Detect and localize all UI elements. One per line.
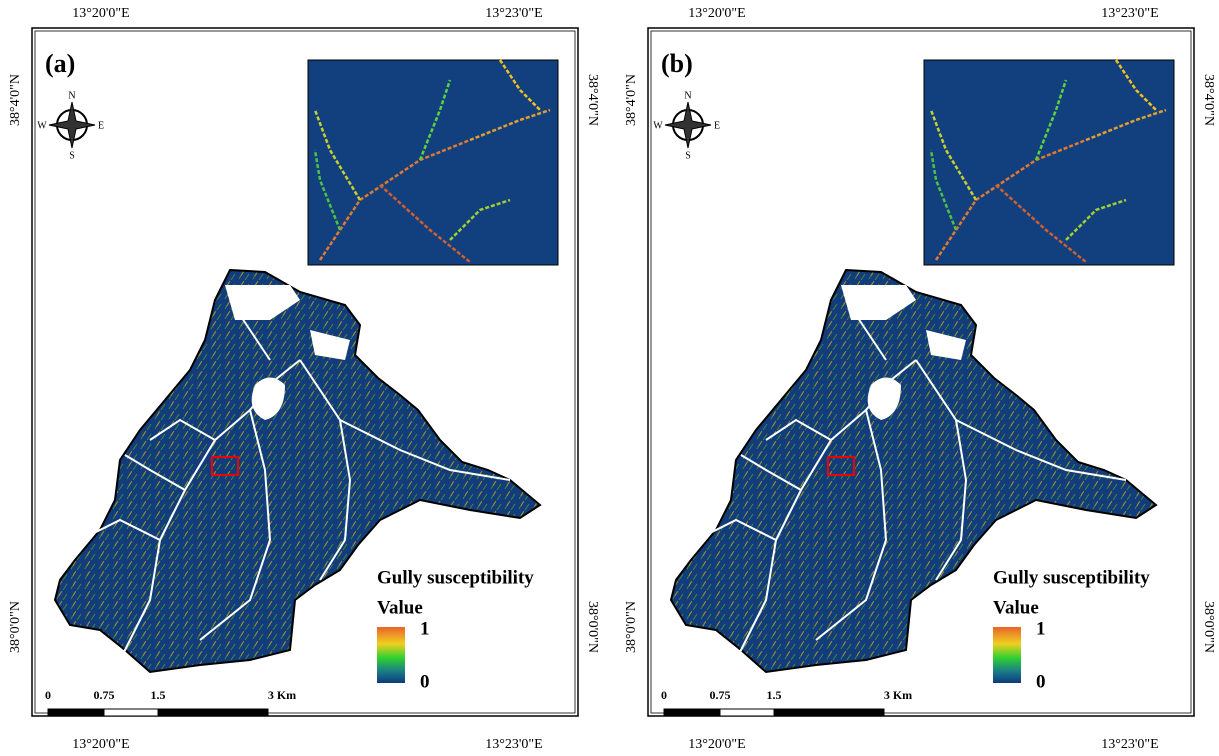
scale-label: 0.75 [94,688,115,702]
map-panel: 13°20'0"E 13°20'0"E 13°23'0"E 13°23'0"E 38°4… [624,6,1216,752]
scale-label: 0.75 [710,688,731,702]
bottom-coordinate: 13°23'0"E [1101,737,1158,752]
legend-title: Gully susceptibility [993,567,1150,588]
compass-letter: N [68,90,75,101]
compass-letter: W [653,120,663,131]
compass-letter: N [684,90,691,101]
compass-letter: S [69,150,75,161]
legend-gradient [377,627,405,683]
scale-label: 3 Km [268,688,296,702]
right-coordinate: 38°0'0"N [1201,601,1216,653]
scale-label: 0 [45,688,51,702]
compass-letter: W [37,120,47,131]
left-coordinate: 38°0'0"N [8,601,23,653]
bottom-coordinate: 13°20'0"E [688,737,745,752]
bottom-coordinate: 13°20'0"E [72,737,129,752]
legend-max: 1 [420,618,430,639]
legend-title: Gully susceptibility [377,567,534,588]
compass-letter: E [98,120,104,131]
left-coordinate: 38°4'0"N [624,74,639,126]
scale-segment [104,709,158,716]
right-coordinate: 38°4'0"N [585,74,600,126]
legend-max: 1 [1036,618,1046,639]
top-coordinate: 13°20'0"E [72,6,129,21]
compass-letter: E [714,120,720,131]
scale-segment [48,709,104,716]
panel-label: (b) [661,49,693,78]
legend-subtitle: Value [377,597,423,618]
right-coordinate: 38°4'0"N [1201,74,1216,126]
scale-label: 1.5 [767,688,782,702]
scale-label: 0 [661,688,667,702]
scale-segment [774,709,884,716]
legend-min: 0 [420,671,430,692]
scale-label: 3 Km [884,688,912,702]
legend-gradient [993,627,1021,683]
right-coordinate: 38°0'0"N [585,601,600,653]
top-coordinate: 13°20'0"E [688,6,745,21]
scale-segment [720,709,774,716]
figure: 13°20'0"E 13°20'0"E 13°23'0"E 13°23'0"E 38°4… [0,0,1219,756]
bottom-coordinate: 13°23'0"E [485,737,542,752]
left-coordinate: 38°0'0"N [624,601,639,653]
compass-letter: S [685,150,691,161]
top-coordinate: 13°23'0"E [1101,6,1158,21]
panel-label: (a) [45,49,75,78]
scale-segment [664,709,720,716]
legend-min: 0 [1036,671,1046,692]
left-coordinate: 38°4'0"N [8,74,23,126]
top-coordinate: 13°23'0"E [485,6,542,21]
legend-subtitle: Value [993,597,1039,618]
map-panel: 13°20'0"E 13°20'0"E 13°23'0"E 13°23'0"E 38°4… [8,6,600,752]
scale-label: 1.5 [151,688,166,702]
scale-segment [158,709,268,716]
